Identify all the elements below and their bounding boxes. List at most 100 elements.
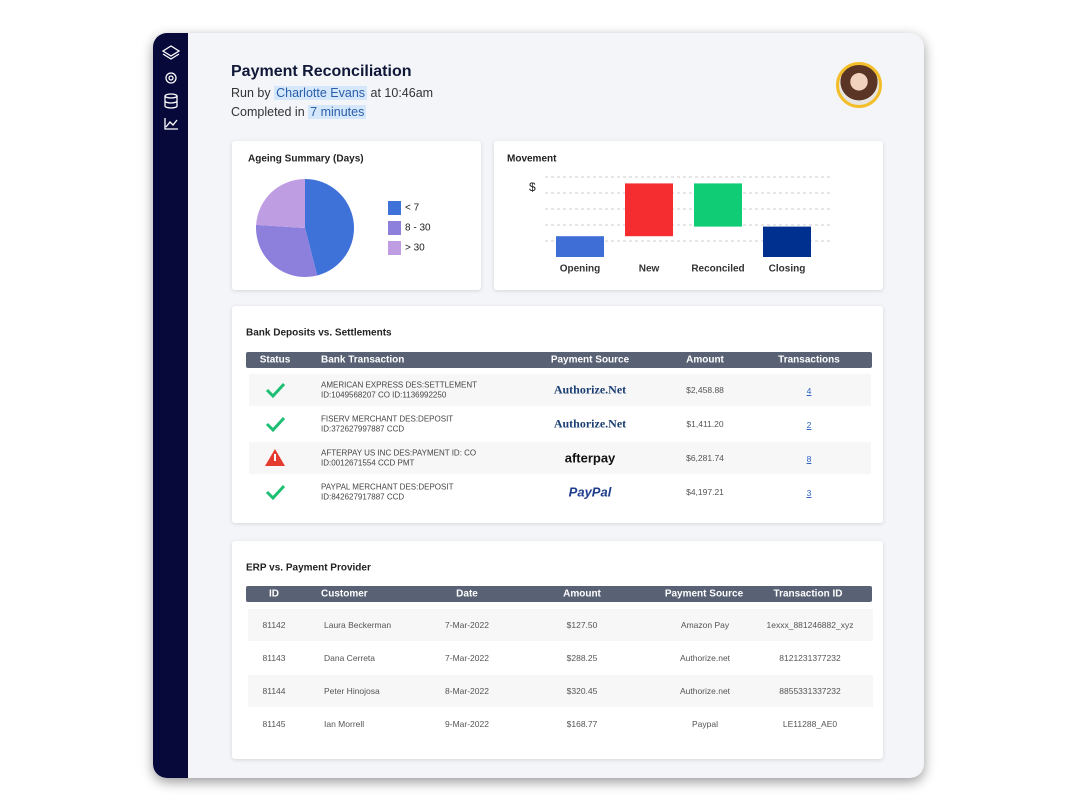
table-cell: 8855331337232 bbox=[779, 686, 841, 696]
table-cell: 81145 bbox=[262, 719, 286, 729]
bar bbox=[556, 236, 604, 257]
column-header: Customer bbox=[321, 588, 368, 600]
transaction-line: ID:0012671554 CCD PMT bbox=[321, 458, 415, 468]
run-prefix: Run by bbox=[231, 86, 271, 100]
table-cell: 81142 bbox=[262, 620, 286, 630]
sidebar bbox=[153, 33, 188, 778]
legend-label: > 30 bbox=[405, 243, 425, 254]
row-background bbox=[248, 675, 873, 707]
payment-source-logo: afterpay bbox=[564, 450, 616, 466]
table-cell: $320.45 bbox=[566, 686, 598, 696]
completed-info: Completed in 7 minutes bbox=[231, 105, 367, 119]
table-cell: $168.77 bbox=[566, 719, 598, 729]
bar bbox=[694, 183, 742, 227]
row-background bbox=[249, 374, 871, 406]
transaction-line: AMERICAN EXPRESS DES:SETTLEMENT bbox=[321, 380, 478, 390]
table-cell: 81143 bbox=[262, 653, 286, 663]
status-ok-icon bbox=[265, 382, 286, 399]
table-cell: Paypal bbox=[692, 719, 718, 729]
legend-swatch bbox=[388, 241, 401, 255]
transaction-line: ID:1049568207 CO ID:1136992250 bbox=[321, 390, 447, 400]
table-header bbox=[246, 586, 872, 602]
column-header: Status bbox=[259, 354, 291, 366]
y-axis-label: $ bbox=[529, 180, 536, 194]
column-header: Bank Transaction bbox=[321, 354, 405, 366]
column-header: Payment Source bbox=[664, 588, 744, 600]
column-header: Amount bbox=[686, 354, 724, 366]
table-cell: $127.50 bbox=[566, 620, 598, 630]
table-cell: 7-Mar-2022 bbox=[445, 653, 489, 663]
table-title: ERP vs. Payment Provider bbox=[246, 562, 371, 574]
amount: $6,281.74 bbox=[686, 453, 724, 463]
transactions-link[interactable]: 3 bbox=[806, 488, 812, 498]
pie-slice bbox=[256, 179, 305, 228]
payment-source-logo: Authorize.Net bbox=[553, 416, 627, 431]
table-cell: Authorize.net bbox=[679, 686, 731, 696]
table-cell: 81144 bbox=[262, 686, 286, 696]
table-cell: Ian Morrell bbox=[324, 719, 365, 729]
x-tick-label: Opening bbox=[560, 264, 601, 275]
transaction-line: ID:842627917887 CCD bbox=[321, 492, 405, 502]
transaction-line: AFTERPAY US INC DES:PAYMENT ID: CO bbox=[321, 448, 477, 458]
transaction-line: ID:372627997887 CCD bbox=[321, 424, 405, 434]
transactions-link[interactable]: 4 bbox=[806, 386, 812, 396]
nav-icon[interactable] bbox=[164, 118, 178, 130]
status-ok-icon bbox=[265, 484, 286, 501]
chart-title: Ageing Summary (Days) bbox=[248, 153, 364, 165]
table-cell: LE11288_AE0 bbox=[782, 719, 838, 729]
column-header: ID bbox=[269, 588, 279, 600]
table-header bbox=[246, 352, 872, 368]
table-title: Bank Deposits vs. Settlements bbox=[246, 327, 392, 339]
legend-label: 8 - 30 bbox=[405, 223, 431, 234]
bar bbox=[763, 226, 811, 257]
logo-icon[interactable] bbox=[161, 45, 181, 57]
amount: $2,458.88 bbox=[686, 385, 724, 395]
column-header: Payment Source bbox=[550, 354, 630, 366]
pie-slice bbox=[255, 224, 318, 277]
amount: $4,197.21 bbox=[686, 487, 724, 497]
warning-mark bbox=[274, 454, 276, 461]
user-name[interactable]: Charlotte Evans bbox=[274, 86, 368, 100]
table-cell: Peter Hinojosa bbox=[324, 686, 380, 696]
table-cell: 7-Mar-2022 bbox=[445, 620, 489, 630]
column-header: Amount bbox=[563, 588, 601, 600]
payment-source-logo: Authorize.Net bbox=[553, 382, 627, 397]
row-background bbox=[248, 609, 873, 641]
table-cell: 1exxx_881246882_xyz bbox=[766, 620, 854, 630]
page-title: Payment Reconciliation bbox=[231, 63, 412, 80]
table-cell: Authorize.net bbox=[679, 653, 731, 663]
table-cell: Laura Beckerman bbox=[324, 620, 392, 630]
legend-swatch bbox=[388, 221, 401, 235]
run-time: at 10:46am bbox=[370, 86, 434, 100]
table-cell: 8121231377232 bbox=[779, 653, 841, 663]
legend-label: < 7 bbox=[405, 203, 420, 214]
bank-card bbox=[232, 306, 883, 523]
completed-prefix: Completed in bbox=[231, 105, 305, 119]
column-header: Date bbox=[456, 588, 478, 600]
transaction-line: FISERV MERCHANT DES:DEPOSIT bbox=[321, 414, 454, 424]
transactions-link[interactable]: 8 bbox=[806, 454, 812, 464]
chart-title: Movement bbox=[507, 153, 557, 165]
pie-slice bbox=[305, 179, 354, 276]
run-info: Run by Charlotte Evans at 10:46am bbox=[231, 86, 433, 100]
table-cell: Dana Cerreta bbox=[324, 653, 376, 663]
table-cell: Amazon Pay bbox=[680, 620, 730, 630]
status-ok-icon bbox=[265, 416, 286, 433]
transactions-link[interactable]: 2 bbox=[806, 420, 812, 430]
x-tick-label: Reconciled bbox=[691, 264, 744, 275]
nav-icon[interactable] bbox=[165, 72, 177, 84]
amount: $1,411.20 bbox=[686, 419, 724, 429]
table-cell: 9-Mar-2022 bbox=[445, 719, 489, 729]
column-header: Transactions bbox=[778, 354, 840, 366]
legend-swatch bbox=[388, 201, 401, 215]
table-cell: 8-Mar-2022 bbox=[445, 686, 489, 696]
transaction-line: PAYPAL MERCHANT DES:DEPOSIT bbox=[321, 482, 454, 492]
x-tick-label: New bbox=[639, 264, 660, 275]
column-header: Transaction ID bbox=[773, 588, 843, 600]
sidebar-icons bbox=[161, 45, 181, 130]
payment-source-logo: PayPal bbox=[568, 484, 612, 500]
erp-card bbox=[232, 541, 883, 759]
avatar[interactable] bbox=[836, 62, 882, 108]
row-background bbox=[249, 442, 871, 474]
